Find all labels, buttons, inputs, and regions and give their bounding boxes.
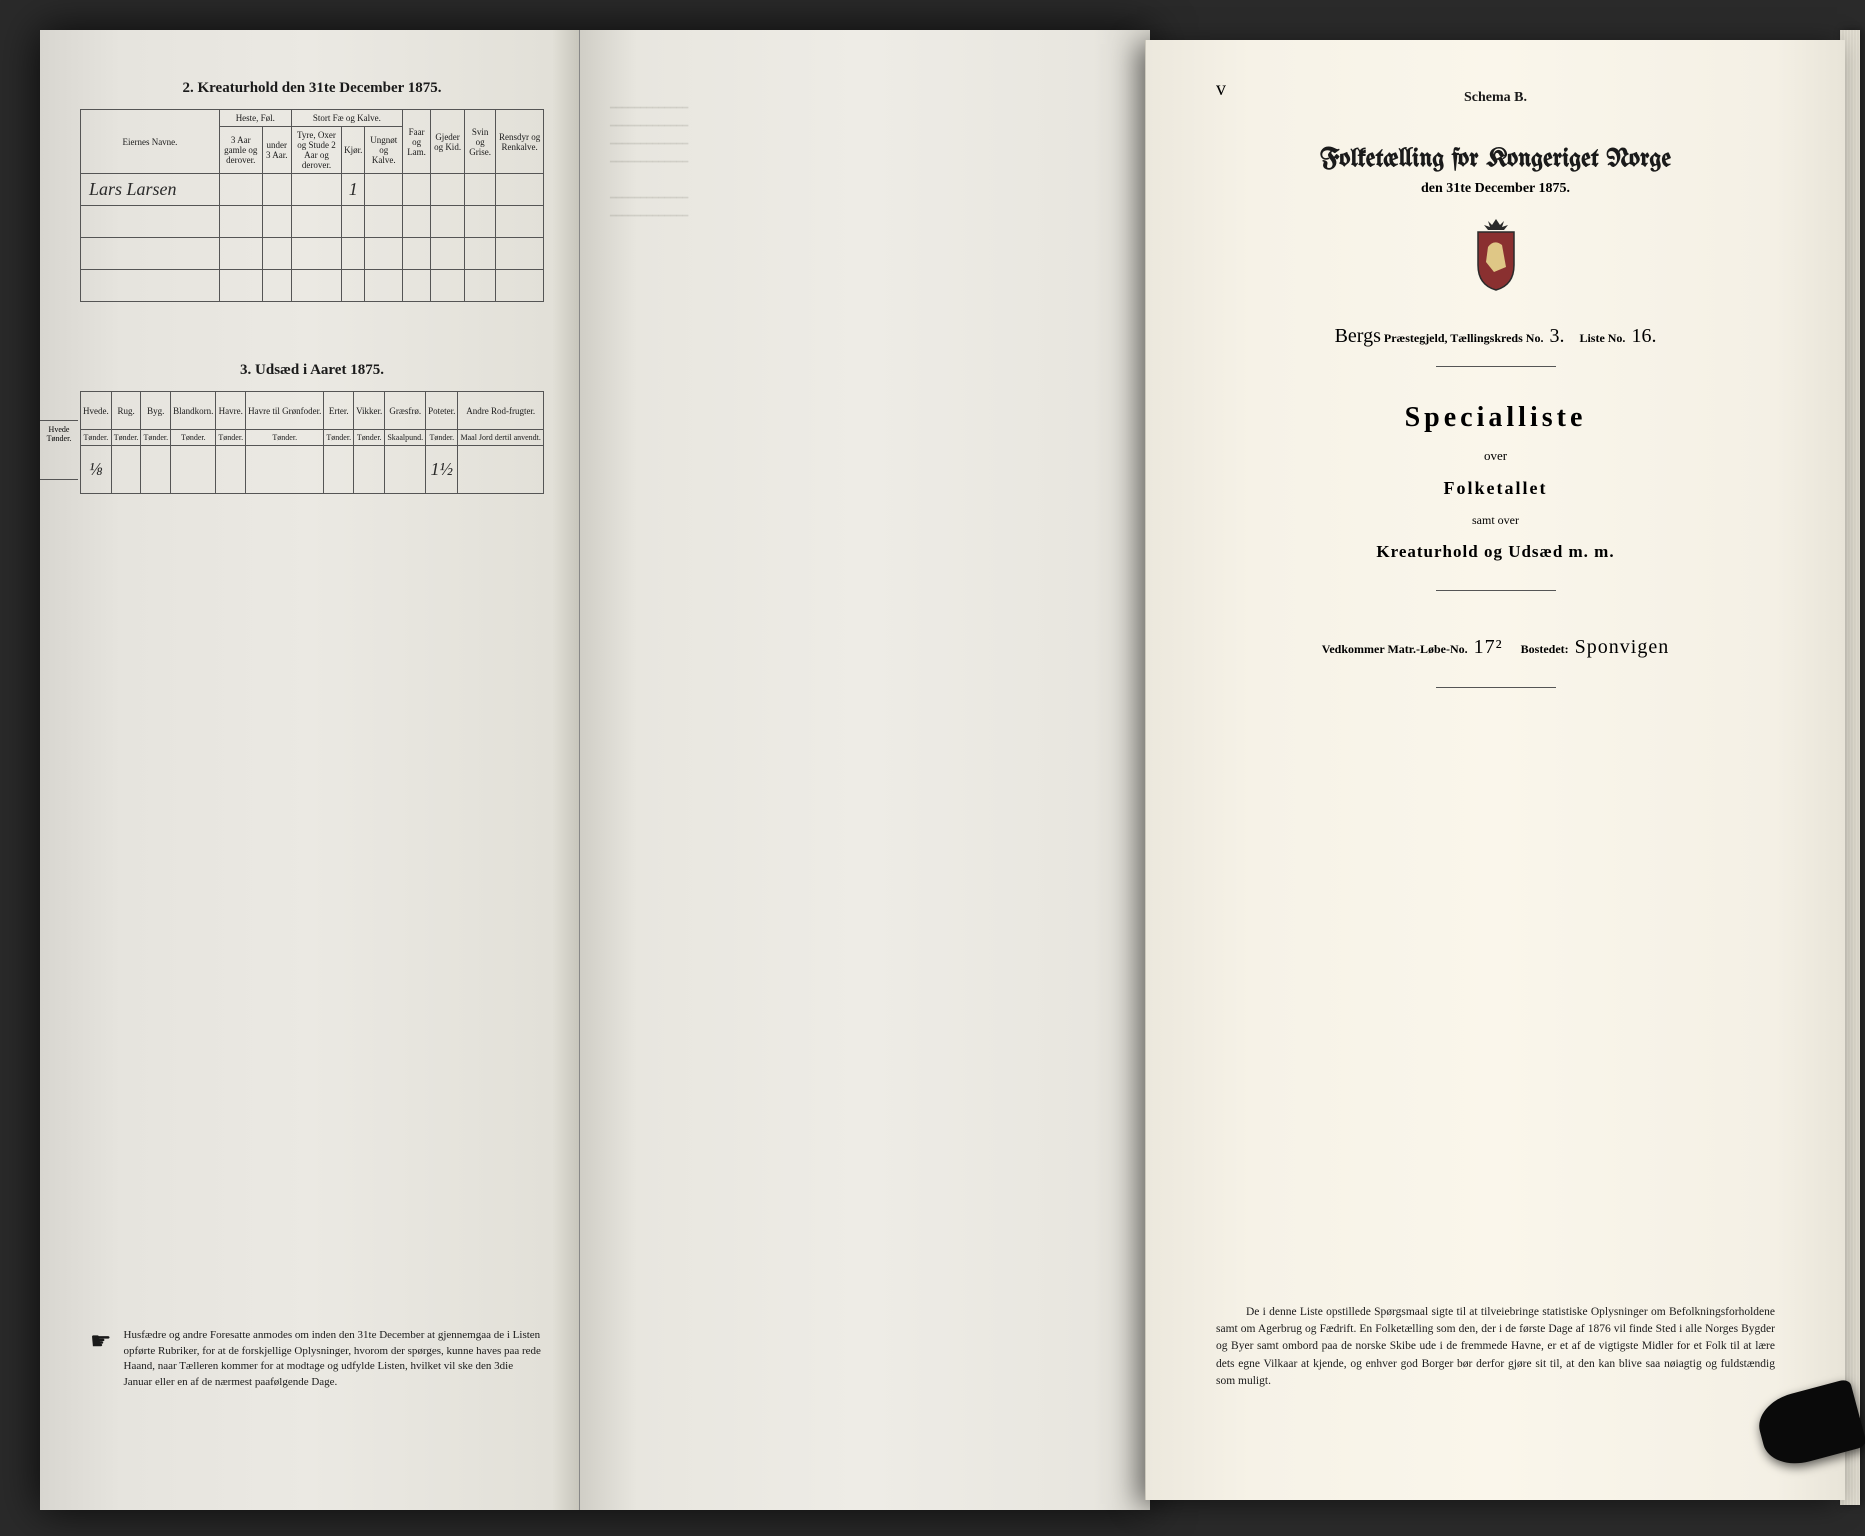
kreatur-label: Kreaturhold og Udsæd m. m. <box>1206 542 1785 562</box>
checkmark: v <box>1216 78 1226 101</box>
overlay-footnote: De i denne Liste opstillede Spørgsmaal s… <box>1216 1304 1775 1390</box>
left-footnote: ☛ Husfædre og andre Foresatte anmodes om… <box>90 1328 544 1390</box>
th-cattle-c: Ungnøt og Kalve. <box>365 127 403 174</box>
folketallet-label: Folketallet <box>1206 478 1785 499</box>
seed-header-row: Hvede. Rug. Byg. Blandkorn. Havre. Havre… <box>81 392 544 430</box>
samt-label: samt over <box>1206 513 1785 528</box>
divider <box>1436 590 1556 591</box>
owner-name: Lars Larsen <box>81 174 220 206</box>
section3-title: 3. Udsæd i Aaret 1875. <box>80 362 544 379</box>
open-book: 2. Kreaturhold den 31te December 1875. E… <box>40 30 1150 1510</box>
th-owner: Eiernes Navne. <box>81 110 220 174</box>
divider <box>1436 366 1556 367</box>
table-row: Lars Larsen 1 <box>81 174 544 206</box>
th-horse-b: under 3 Aar. <box>262 127 291 174</box>
schema-label: Schema B. <box>1206 90 1785 106</box>
seed-data-row: ⅛ 1½ <box>81 446 544 494</box>
census-title: Folketælling for Kongeriget Norge <box>1206 146 1785 173</box>
th-sheep: Faar og Lam. <box>403 110 431 174</box>
th-horse-group: Heste, Føl. <box>219 110 291 127</box>
left-page: 2. Kreaturhold den 31te December 1875. E… <box>40 30 580 1510</box>
overlay-page: v Schema B. Folketælling for Kongeriget … <box>1145 40 1845 1500</box>
th-cattle-b: Kjør. <box>342 127 365 174</box>
th-horse-a: 3 Aar gamle og derover. <box>219 127 262 174</box>
vedkommer-line: Vedkommer Matr.-Løbe-No. 17² Bostedet: S… <box>1206 636 1785 659</box>
crest-icon <box>1206 217 1785 297</box>
th-cattle-group: Stort Fæ og Kalve. <box>291 110 402 127</box>
special-title: Specialliste <box>1206 402 1785 434</box>
th-pig: Svin og Grise. <box>465 110 496 174</box>
livestock-table: Eiernes Navne. Heste, Føl. Stort Fæ og K… <box>80 109 544 302</box>
divider <box>1436 687 1556 688</box>
seed-unit-row: Tønder. Tønder. Tønder. Tønder. Tønder. … <box>81 430 544 446</box>
poteter-value: 1½ <box>426 446 458 494</box>
pointing-hand-icon: ☛ <box>90 1326 112 1390</box>
hvede-value: ⅛ <box>81 446 112 494</box>
kjor-value: 1 <box>342 174 365 206</box>
footnote-text: Husfædre og andre Foresatte anmodes om i… <box>124 1328 544 1390</box>
th-reindeer: Rensdyr og Renkalve. <box>496 110 544 174</box>
census-subtitle: den 31te December 1875. <box>1206 181 1785 197</box>
th-goat: Gjeder og Kid. <box>431 110 465 174</box>
left-tab: Hvede Tønder. <box>40 420 78 480</box>
section2-title: 2. Kreaturhold den 31te December 1875. <box>80 80 544 97</box>
over-label: over <box>1206 448 1785 464</box>
right-page-under: ━━━━━━━━━━━━━━━━━━━━━━━━━━━━━━━━━━━━━━━━… <box>580 30 1150 1510</box>
th-cattle-a: Tyre, Oxer og Stude 2 Aar og derover. <box>291 127 341 174</box>
parish-line: Bergs Præstegjeld, Tællingskreds No. 3. … <box>1206 325 1785 348</box>
seed-table: Hvede. Rug. Byg. Blandkorn. Havre. Havre… <box>80 391 544 494</box>
